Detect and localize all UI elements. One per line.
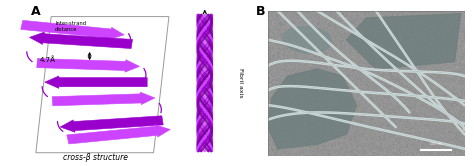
Text: Inter-strand
distance: Inter-strand distance — [55, 21, 86, 32]
Text: Fibril axis: Fibril axis — [238, 68, 243, 98]
FancyArrow shape — [67, 125, 170, 144]
FancyArrow shape — [37, 59, 139, 72]
Polygon shape — [346, 14, 461, 69]
Ellipse shape — [283, 27, 331, 53]
FancyArrow shape — [52, 92, 155, 106]
Text: A: A — [31, 5, 40, 18]
Text: B: B — [256, 5, 265, 18]
FancyArrow shape — [60, 116, 163, 132]
Text: 100 nm: 100 nm — [430, 142, 442, 146]
Polygon shape — [268, 69, 356, 149]
Text: cross-β structure: cross-β structure — [64, 153, 128, 162]
FancyArrow shape — [45, 76, 147, 88]
Text: 4.7Å: 4.7Å — [40, 56, 55, 63]
FancyArrow shape — [29, 32, 133, 48]
FancyArrow shape — [21, 20, 124, 40]
